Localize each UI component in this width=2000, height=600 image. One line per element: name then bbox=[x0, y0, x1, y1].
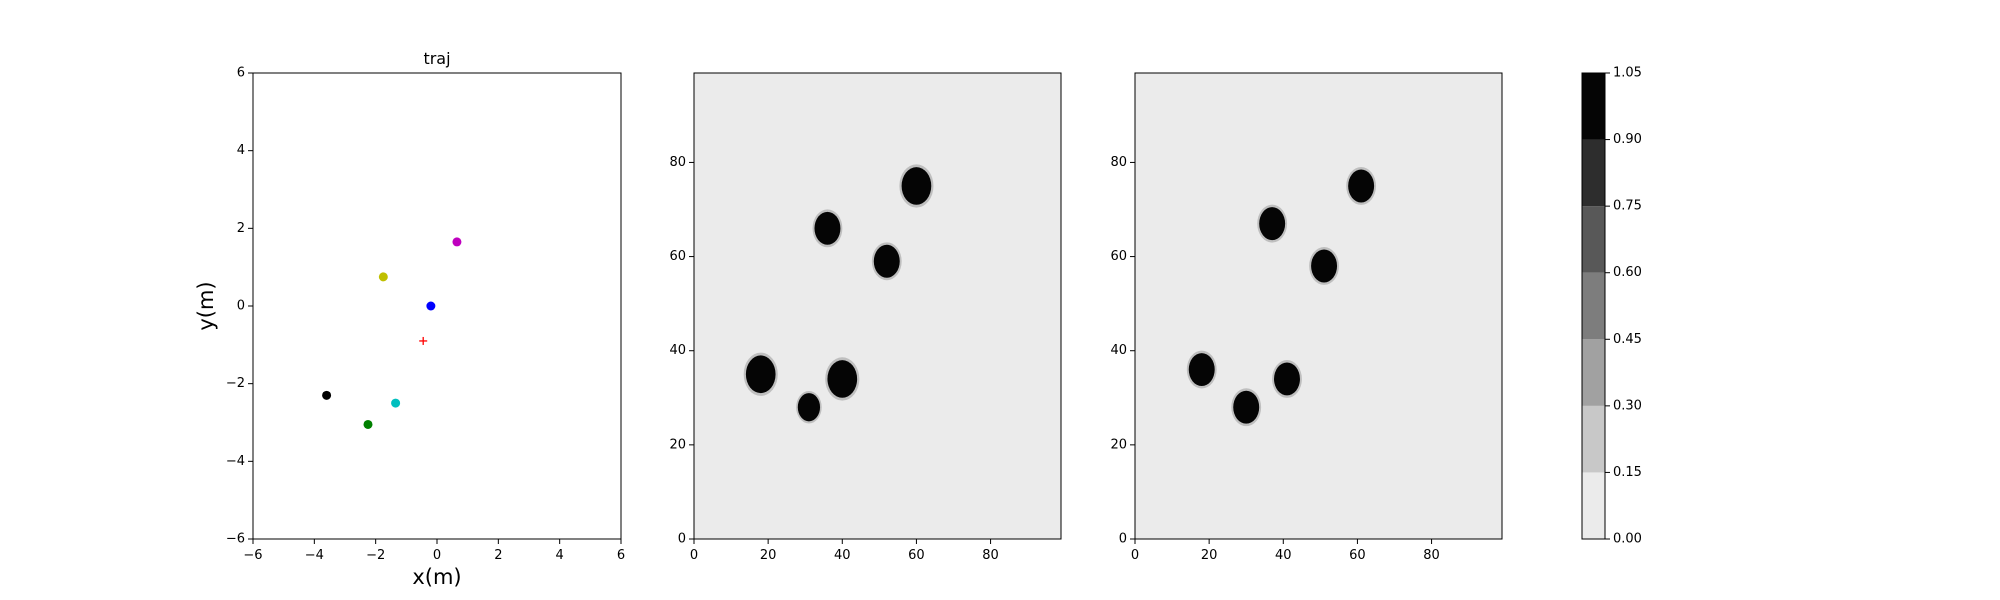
traj-x-tick-label: −2 bbox=[366, 548, 385, 563]
heatmap-2-blob bbox=[1188, 353, 1215, 387]
traj-x-tick-label: −6 bbox=[243, 548, 262, 563]
traj-x-tick-label: 2 bbox=[494, 548, 502, 563]
colorbar-ticks: 0.00 0.15 0.30 0.45 0.60 0.75 0.90 1.05 bbox=[1605, 66, 1642, 547]
heatmap-2-y-tick-label: 0 bbox=[1119, 532, 1127, 547]
traj-y-tick-label: −2 bbox=[226, 376, 245, 391]
traj-ticks: −6−6 −4 −4 −2 −2 0 0 2 2 4 4 6 6 bbox=[226, 66, 625, 564]
heatmap-1-y-tick-label: 20 bbox=[669, 437, 686, 452]
colorbar-band bbox=[1582, 472, 1605, 539]
traj-y-tick-label: 4 bbox=[237, 143, 245, 158]
traj-x-axis-label: x(m) bbox=[412, 565, 461, 589]
colorbar-tick-label: 0.00 bbox=[1613, 532, 1642, 547]
traj-x-tick-label: −4 bbox=[305, 548, 324, 563]
heatmap-1-x-tick-label: 80 bbox=[982, 548, 999, 563]
heatmap-1-x-tick-label: 60 bbox=[908, 548, 925, 563]
heatmap-2-blob bbox=[1348, 169, 1375, 203]
traj-point bbox=[452, 237, 462, 247]
heatmap-2-blob bbox=[1311, 249, 1338, 283]
heatmap-1-blob bbox=[814, 211, 841, 245]
colorbar-band bbox=[1582, 206, 1605, 273]
traj-point bbox=[426, 301, 436, 311]
heatmap-2-background bbox=[1135, 73, 1502, 539]
heatmap-1-blobs bbox=[743, 164, 934, 424]
traj-point bbox=[363, 419, 373, 429]
traj-x-tick-label: 4 bbox=[556, 548, 564, 563]
traj-x-tick-label: 0 bbox=[433, 548, 441, 563]
heatmap-1-blob bbox=[901, 167, 932, 205]
heatmap-2-y-tick-label: 80 bbox=[1110, 155, 1127, 170]
traj-y-tick-label: 6 bbox=[237, 66, 245, 81]
heatmap-2-x-tick-label: 0 bbox=[1131, 548, 1139, 563]
traj-points bbox=[322, 237, 462, 429]
traj-title: traj bbox=[423, 49, 450, 68]
heatmap-2-y-tick-label: 40 bbox=[1110, 343, 1127, 358]
heatmap-1-x-tick-label: 0 bbox=[690, 548, 698, 563]
colorbar-tick-label: 0.90 bbox=[1613, 132, 1642, 147]
heatmap-1-x-tick-label: 40 bbox=[834, 548, 851, 563]
heatmap-panel-2: 00 20 20 40 40 60 60 80 80 bbox=[1110, 72, 1503, 563]
colorbar-tick-label: 0.45 bbox=[1613, 332, 1642, 347]
colorbar-band bbox=[1582, 139, 1605, 207]
colorbar-bands bbox=[1582, 73, 1605, 539]
heatmap-panel-1: 00 20 20 40 40 60 60 80 80 bbox=[669, 72, 1062, 563]
traj-panel: traj x(m) y(m) −6−6 −4 −4 −2 −2 0 0 2 2 4 4 6 6 bbox=[194, 49, 625, 589]
traj-x-tick-label: 6 bbox=[617, 548, 625, 563]
traj-y-tick-label: −4 bbox=[226, 454, 245, 469]
colorbar-tick-label: 0.75 bbox=[1613, 199, 1642, 214]
traj-plus-marker bbox=[419, 336, 428, 345]
traj-point bbox=[391, 398, 401, 408]
heatmap-2-blob bbox=[1233, 390, 1260, 424]
traj-axes-frame bbox=[252, 72, 622, 540]
traj-y-axis-label: y(m) bbox=[194, 281, 218, 330]
heatmap-2-axes-frame bbox=[1134, 72, 1503, 540]
heatmap-1-x-tick-label: 20 bbox=[760, 548, 777, 563]
heatmap-2-ticks: 00 20 20 40 40 60 60 80 80 bbox=[1110, 155, 1439, 563]
heatmap-2-x-tick-label: 60 bbox=[1349, 548, 1366, 563]
colorbar-band bbox=[1582, 73, 1605, 140]
heatmap-2-y-tick-label: 20 bbox=[1110, 437, 1127, 452]
heatmap-1-y-tick-label: 40 bbox=[669, 343, 686, 358]
heatmap-1-blob bbox=[797, 393, 821, 422]
colorbar-tick-label: 1.05 bbox=[1613, 66, 1642, 81]
heatmap-2-blob bbox=[1274, 362, 1300, 396]
heatmap-1-axes-frame bbox=[693, 72, 1062, 540]
heatmap-1-y-tick-label: 60 bbox=[669, 249, 686, 264]
heatmap-1-blob bbox=[745, 355, 776, 394]
heatmap-1-ticks: 00 20 20 40 40 60 60 80 80 bbox=[669, 155, 998, 563]
heatmap-1-y-tick-label: 80 bbox=[669, 155, 686, 170]
heatmap-2-blobs bbox=[1186, 167, 1377, 427]
heatmap-2-x-tick-label: 20 bbox=[1201, 548, 1218, 563]
colorbar-tick-label: 0.60 bbox=[1613, 265, 1642, 280]
heatmap-1-y-tick-label: 0 bbox=[678, 532, 686, 547]
heatmap-2-blob bbox=[1259, 207, 1286, 241]
colorbar-tick-label: 0.15 bbox=[1613, 465, 1642, 480]
colorbar-band bbox=[1582, 339, 1605, 406]
traj-y-tick-label: 2 bbox=[237, 221, 245, 236]
colorbar-tick-label: 0.30 bbox=[1613, 398, 1642, 413]
colorbar-band bbox=[1582, 272, 1605, 340]
colorbar: 0.00 0.15 0.30 0.45 0.60 0.75 0.90 1.05 bbox=[1581, 66, 1642, 547]
traj-y-tick-label: 0 bbox=[237, 299, 245, 314]
heatmap-1-blob bbox=[827, 360, 858, 398]
heatmap-1-background bbox=[694, 73, 1061, 539]
traj-point bbox=[378, 272, 388, 282]
heatmap-2-x-tick-label: 80 bbox=[1423, 548, 1440, 563]
heatmap-2-y-tick-label: 60 bbox=[1110, 249, 1127, 264]
colorbar-frame bbox=[1581, 72, 1606, 540]
heatmap-2-x-tick-label: 40 bbox=[1275, 548, 1292, 563]
traj-point bbox=[322, 390, 332, 400]
heatmap-1-blob bbox=[873, 244, 900, 278]
traj-y-tick-label: −6 bbox=[226, 532, 245, 547]
colorbar-band bbox=[1582, 405, 1605, 473]
